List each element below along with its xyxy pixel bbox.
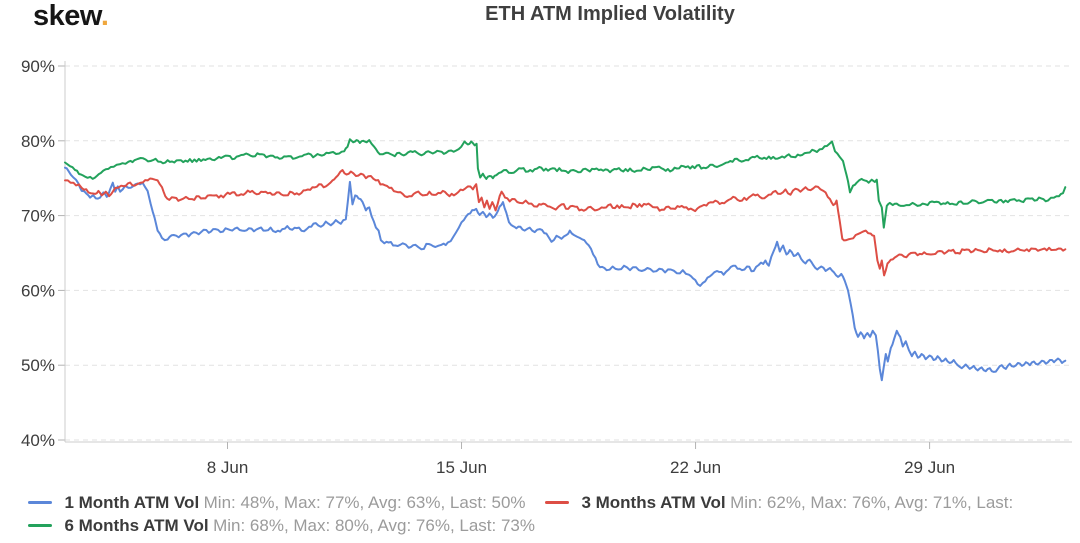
series-line-1m <box>64 166 1067 382</box>
legend-row-1: 1 Month ATM Vol Min: 48%, Max: 77%, Avg:… <box>0 491 1080 514</box>
legend-item-1-month[interactable]: 1 Month ATM Vol Min: 48%, Max: 77%, Avg:… <box>28 491 526 514</box>
y-axis-label: 70% <box>21 207 55 226</box>
legend-dash-1-month-icon <box>28 500 52 504</box>
skew-logo-text: skew <box>33 0 101 32</box>
legend-stats: Min: 62%, Max: 76%, Avg: 71%, Last: <box>730 493 1014 512</box>
x-axis-label: 15 Jun <box>436 458 487 477</box>
y-axis-label: 80% <box>21 132 55 151</box>
y-axis-label: 50% <box>21 356 55 375</box>
skew-logo-dot: . <box>100 0 109 32</box>
legend-item-6-months[interactable]: 6 Months ATM Vol Min: 68%, Max: 80%, Avg… <box>28 514 535 537</box>
chart-legend: 1 Month ATM Vol Min: 48%, Max: 77%, Avg:… <box>0 491 1080 537</box>
series-line-6m <box>64 138 1067 229</box>
chart-title: ETH ATM Implied Volatility <box>485 3 735 25</box>
legend-stats: Min: 68%, Max: 80%, Avg: 76%, Last: 73% <box>213 516 535 535</box>
legend-dash-6-months-icon <box>28 523 52 527</box>
skew-logo: skew. <box>33 0 109 33</box>
legend-row-2: 6 Months ATM Vol Min: 68%, Max: 80%, Avg… <box>0 514 1080 537</box>
x-axis-label: 8 Jun <box>207 458 249 477</box>
y-axis-label: 60% <box>21 281 55 300</box>
legend-item-3-months[interactable]: 3 Months ATM Vol Min: 62%, Max: 76%, Avg… <box>545 491 1013 514</box>
x-axis-label: 22 Jun <box>670 458 721 477</box>
legend-label: 3 Months ATM Vol <box>581 493 726 512</box>
series-line-3m <box>64 169 1067 277</box>
legend-stats: Min: 48%, Max: 77%, Avg: 63%, Last: 50% <box>203 493 526 512</box>
y-axis-label: 40% <box>21 431 55 450</box>
legend-label: 1 Month ATM Vol <box>64 493 200 512</box>
legend-dash-3-months-icon <box>545 500 569 504</box>
x-axis-label: 29 Jun <box>904 458 955 477</box>
legend-label: 6 Months ATM Vol <box>64 516 209 535</box>
y-axis-label: 90% <box>21 57 55 76</box>
